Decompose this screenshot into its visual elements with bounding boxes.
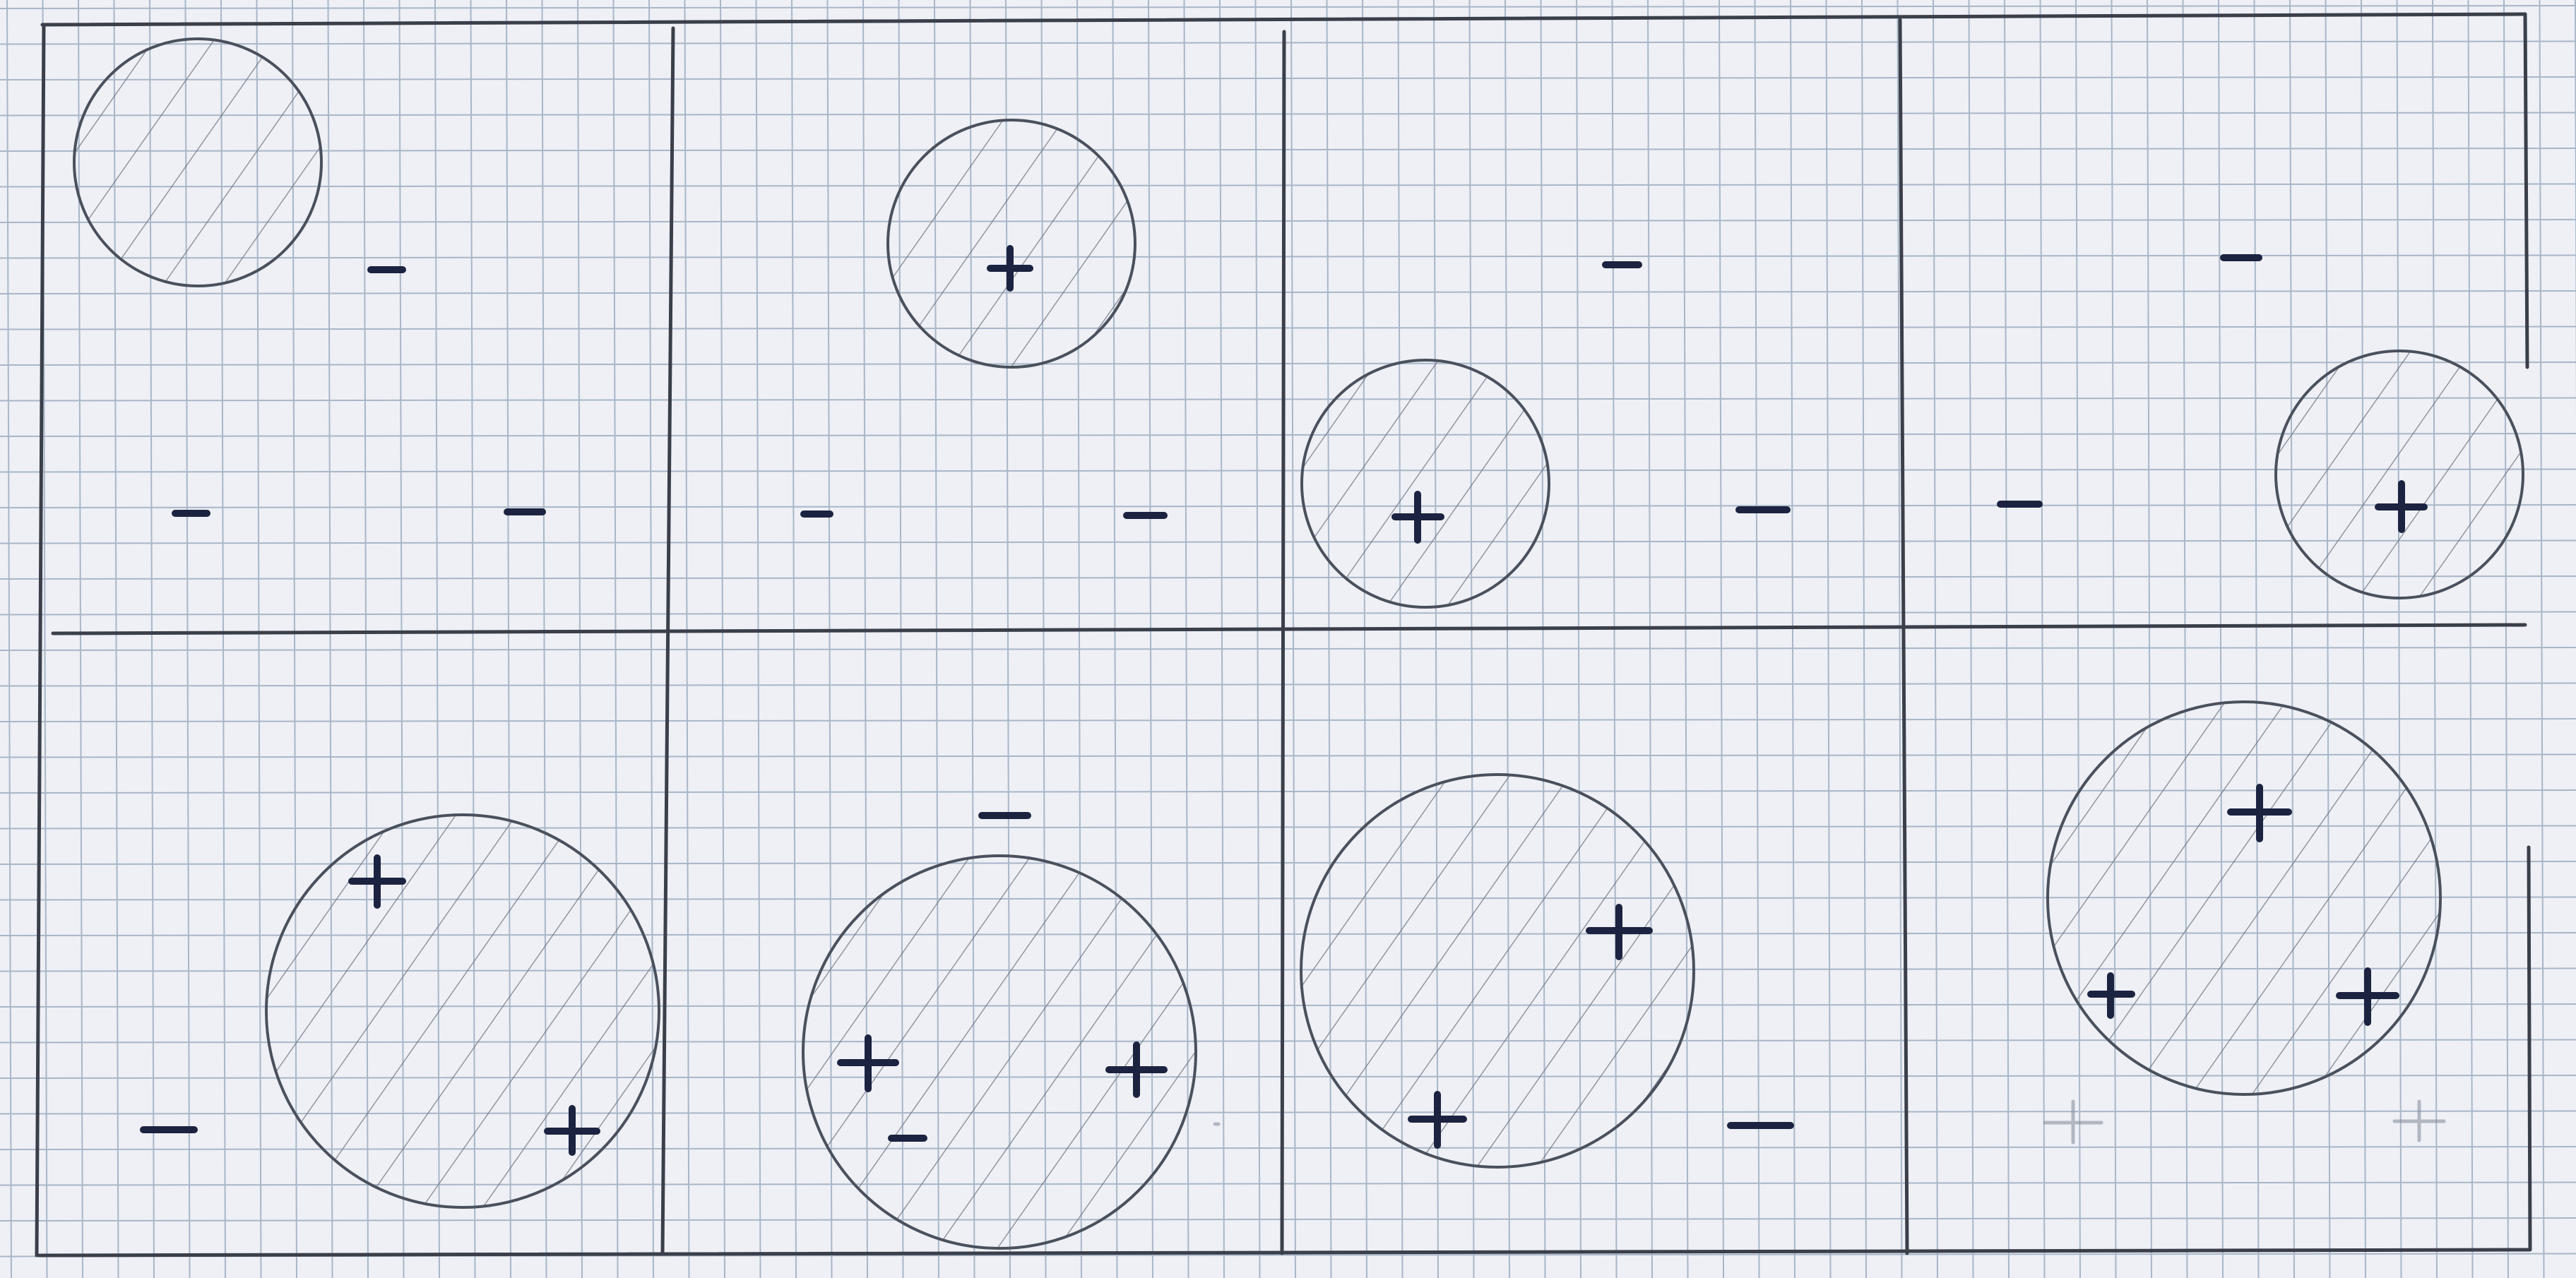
faint-marks (1213, 1099, 2446, 1145)
grid-line-vertical (2039, 0, 2046, 1278)
grid-line-vertical (2075, 0, 2081, 1278)
grid-line-vertical (1825, 0, 1832, 1278)
minus-marks (140, 254, 2262, 1142)
grid-line-vertical (1219, 0, 1225, 1278)
grid-line-vertical (1290, 0, 1296, 1278)
frame-left (35, 23, 46, 1258)
circle-p3 (1300, 359, 1550, 609)
grid-line-vertical (1790, 0, 1796, 1278)
plus-mark (1391, 491, 1444, 544)
grid-line-vertical (2432, 0, 2438, 1278)
circle-p4 (2274, 350, 2524, 599)
grid-line-vertical (1682, 0, 1689, 1278)
grid-line-horizontal (0, 468, 2576, 473)
grid-line-horizontal (0, 148, 2576, 152)
plus-mark (2375, 480, 2428, 533)
grid-line-vertical (755, 0, 761, 1278)
grid-line-vertical (1254, 0, 1261, 1278)
frame-right-lower (2527, 845, 2532, 1252)
circle-p2 (886, 119, 1136, 369)
plus-mark (348, 854, 406, 909)
grid-line-horizontal (0, 290, 2576, 294)
grid-line-vertical (2539, 0, 2545, 1278)
plus-mark (1586, 904, 1653, 960)
grid-line-vertical (2503, 0, 2509, 1278)
frame-divider-3 (1898, 18, 1909, 1255)
grid-line-vertical (684, 0, 690, 1278)
grid-line-horizontal (0, 611, 2576, 616)
frame-top (40, 12, 2527, 27)
plus-mark (544, 1105, 600, 1156)
frame-divider-2 (1280, 30, 1286, 1255)
grid-line-horizontal (0, 539, 2576, 544)
circle-p8 (2046, 700, 2442, 1096)
grid-line-horizontal (0, 183, 2576, 188)
plus-mark (987, 245, 1033, 292)
frame-right (2523, 12, 2529, 369)
grid-line-vertical (1897, 0, 1903, 1278)
grid-line-vertical (6, 0, 12, 1278)
grid-line-horizontal (0, 76, 2576, 80)
plus-mark (1105, 1041, 1168, 1098)
grid-line-vertical (1754, 0, 1760, 1278)
plus-marks (348, 245, 2428, 1156)
circle-p1 (73, 37, 323, 287)
faint-plus-mark (2392, 1099, 2446, 1142)
circle-p5 (265, 813, 660, 1209)
plus-mark (1408, 1091, 1467, 1149)
grid-line-vertical (1933, 0, 1938, 1278)
grid-line-horizontal (0, 362, 2576, 366)
grid-line-vertical (2396, 0, 2402, 1278)
grid-line-horizontal (0, 326, 2576, 330)
grid-line-vertical (2111, 0, 2117, 1278)
grid-line-horizontal (0, 718, 2576, 722)
plus-mark (837, 1034, 899, 1092)
grid-line-vertical (1968, 0, 1974, 1278)
plus-mark (2336, 967, 2399, 1026)
grid-line-horizontal (0, 254, 2576, 259)
grid-line-vertical (1861, 0, 1867, 1278)
grid-line-vertical (2467, 0, 2474, 1278)
grid-line-vertical (2361, 0, 2366, 1278)
frame-divider-1 (660, 26, 675, 1255)
panel-frame (35, 12, 2532, 1258)
circle-p7 (1300, 773, 1695, 1169)
faint-plus-mark (2043, 1099, 2103, 1145)
plus-mark (2227, 784, 2292, 842)
grid-line-horizontal (0, 504, 2576, 508)
grid-line-horizontal (0, 5, 2576, 9)
grid-line-vertical (791, 0, 797, 1278)
grid-line-horizontal (0, 112, 2576, 117)
grid-line-horizontal (0, 433, 2576, 437)
plus-mark (2087, 972, 2135, 1019)
grid-line-horizontal (0, 647, 2576, 651)
grid-line-horizontal (0, 219, 2576, 223)
grid-line-horizontal (0, 575, 2576, 580)
frame-middle (51, 623, 2527, 635)
grid-line-vertical (78, 0, 83, 1278)
grid-line-vertical (1719, 0, 1724, 1278)
grid-line-horizontal (0, 397, 2576, 402)
grid-line-horizontal (0, 682, 2576, 687)
grid-line-vertical (2004, 0, 2010, 1278)
grid-line-horizontal (0, 40, 2576, 45)
grid-line-horizontal (0, 1217, 2576, 1222)
grid-line-vertical (720, 0, 725, 1278)
circle-p6 (802, 854, 1197, 1250)
